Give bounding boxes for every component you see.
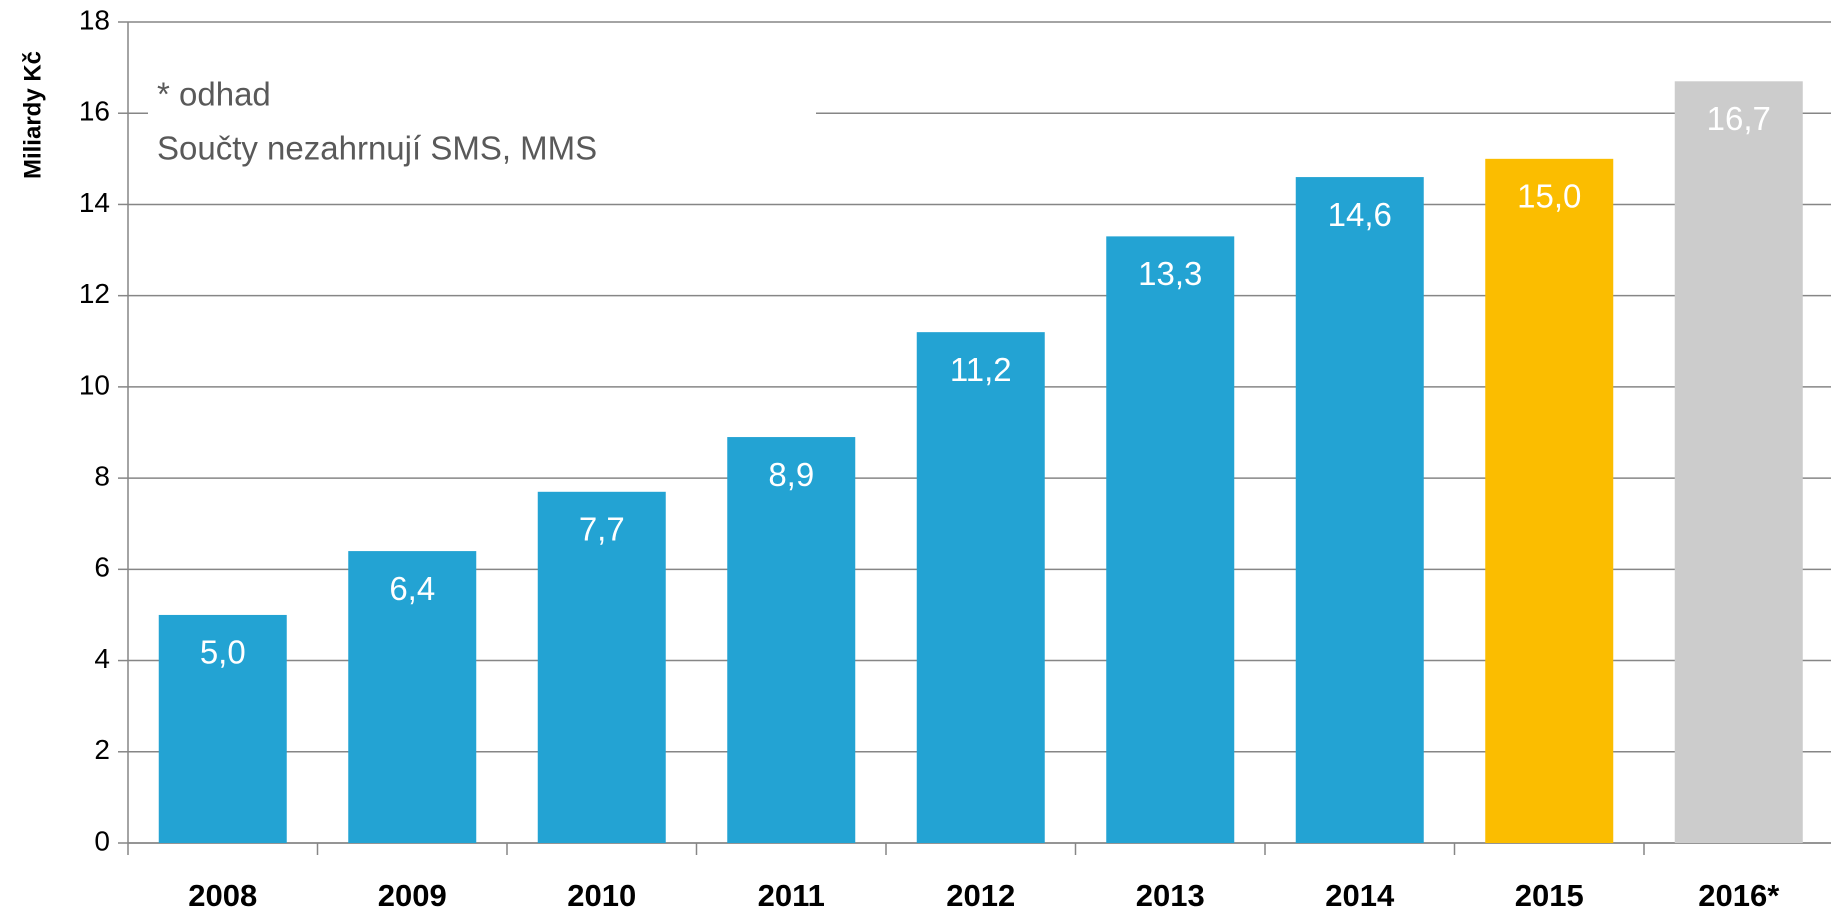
value-label: 13,3 [1138, 255, 1202, 292]
y-tick-label: 8 [94, 461, 110, 492]
x-tick-label: 2015 [1515, 878, 1584, 913]
bar [1674, 81, 1803, 844]
bar [348, 551, 477, 843]
value-label: 5,0 [200, 634, 246, 671]
value-label: 14,6 [1328, 196, 1392, 233]
value-label: 8,9 [768, 456, 814, 493]
value-label: 7,7 [579, 511, 625, 548]
value-label: 15,0 [1517, 178, 1581, 215]
y-tick-label: 2 [94, 734, 110, 765]
x-tick-label: 2016* [1698, 878, 1780, 913]
y-tick-label: 6 [94, 552, 110, 583]
bar [1106, 236, 1235, 844]
y-tick-label: 16 [79, 96, 110, 127]
annotation: Součty nezahrnují SMS, MMS [157, 130, 597, 167]
x-tick-label: 2013 [1136, 878, 1205, 913]
bar [727, 437, 856, 843]
y-tick-label: 4 [94, 643, 110, 674]
x-tick-label: 2011 [758, 878, 825, 913]
y-tick-label: 14 [79, 187, 110, 218]
bar [537, 491, 666, 843]
x-tick-label: 2014 [1325, 878, 1395, 913]
bar [1485, 158, 1614, 844]
x-tick-label: 2012 [946, 878, 1015, 913]
annotation: * odhad [157, 76, 271, 113]
y-tick-label: 18 [79, 4, 110, 35]
x-tick-label: 2009 [378, 878, 447, 913]
y-tick-label: 12 [79, 278, 110, 309]
value-label: 6,4 [389, 570, 435, 607]
value-label: 16,7 [1707, 100, 1771, 137]
value-label: 11,2 [950, 351, 1012, 388]
bar [1295, 177, 1424, 844]
bar [158, 614, 287, 843]
annotation-box [148, 70, 816, 180]
x-tick-label: 2008 [188, 878, 257, 913]
x-tick-label: 2010 [567, 878, 636, 913]
y-tick-label: 0 [94, 825, 110, 856]
y-tick-label: 10 [79, 369, 110, 400]
y-axis-label: Miliardy Kč [19, 51, 46, 179]
bar [916, 332, 1045, 843]
